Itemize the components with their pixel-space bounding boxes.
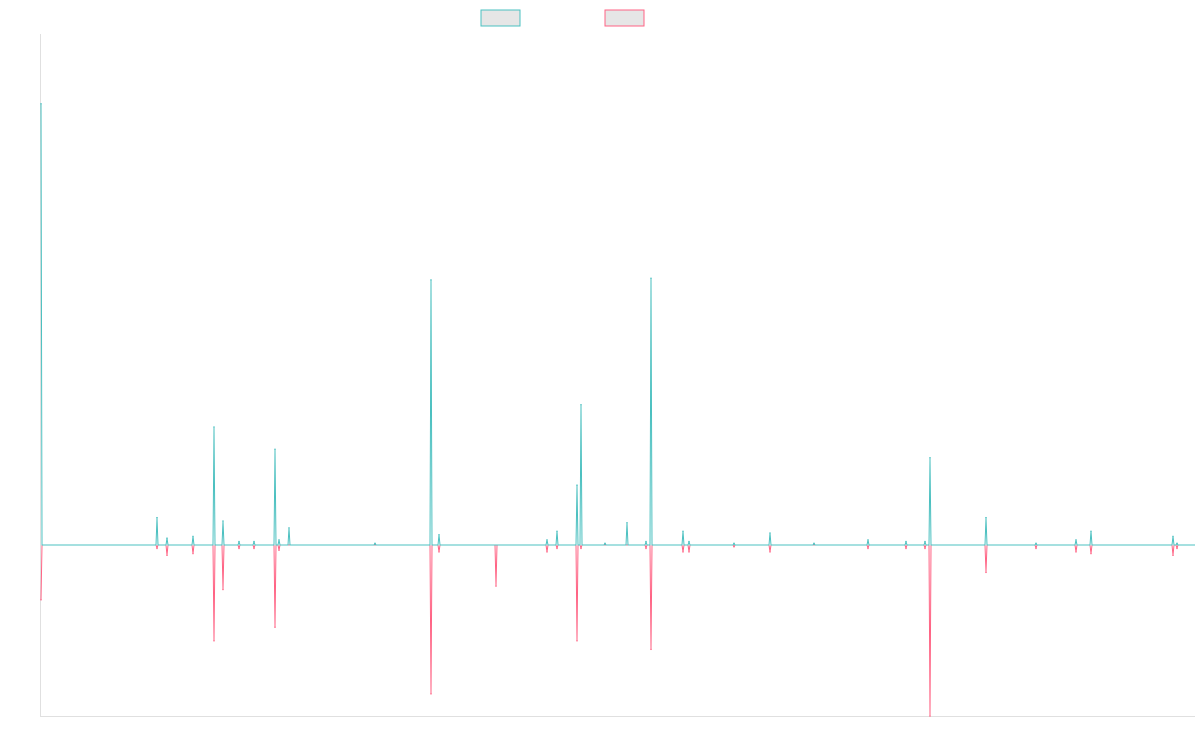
series-b-point[interactable]: [905, 547, 907, 550]
series-b-point[interactable]: [438, 551, 440, 553]
series-b-point[interactable]: [1176, 547, 1178, 550]
series-b-point[interactable]: [1035, 547, 1037, 550]
series-b-point[interactable]: [1075, 551, 1077, 553]
series-a-point[interactable]: [40, 103, 42, 105]
plot-area: [40, 103, 1195, 717]
series-a-point[interactable]: [733, 542, 735, 545]
series-a-point[interactable]: [905, 540, 907, 543]
series-a-point[interactable]: [929, 456, 931, 459]
series-b-point[interactable]: [1172, 554, 1174, 557]
series-b-point[interactable]: [192, 552, 194, 555]
series-b-point[interactable]: [924, 547, 926, 550]
series-b-point[interactable]: [495, 585, 497, 587]
series-a-point[interactable]: [274, 448, 276, 451]
series-b-point[interactable]: [278, 549, 280, 551]
series-a-point[interactable]: [867, 539, 869, 541]
series-b-point[interactable]: [682, 551, 684, 553]
series-a-point[interactable]: [430, 279, 432, 281]
series-a-point[interactable]: [1090, 530, 1092, 533]
series-a-line: [40, 103, 1195, 546]
series-b-point[interactable]: [40, 598, 42, 601]
series-b-line: [40, 544, 1195, 717]
series-b-point[interactable]: [985, 571, 987, 574]
series-b-point[interactable]: [546, 551, 548, 553]
series-a-point[interactable]: [556, 530, 558, 533]
series-a-point[interactable]: [156, 516, 158, 519]
series-a-point[interactable]: [924, 540, 926, 543]
series-a-point[interactable]: [238, 540, 240, 543]
series-b-point[interactable]: [430, 692, 432, 695]
series-a-point[interactable]: [1075, 539, 1077, 541]
series-a-point[interactable]: [1176, 542, 1178, 545]
series-b-point[interactable]: [556, 547, 558, 550]
series-a-point[interactable]: [278, 539, 280, 541]
series-b-point[interactable]: [733, 545, 735, 548]
series-b-point[interactable]: [274, 626, 276, 628]
series-b-point[interactable]: [580, 547, 582, 550]
series-a-point[interactable]: [222, 520, 224, 522]
series-a-point[interactable]: [374, 542, 376, 545]
series-a-point[interactable]: [1172, 535, 1174, 538]
series-b-point[interactable]: [929, 715, 931, 717]
legend-swatch-series-a[interactable]: [480, 9, 521, 27]
series-a-point[interactable]: [604, 542, 606, 545]
series-a-point[interactable]: [580, 403, 582, 406]
series-a-point[interactable]: [576, 484, 578, 486]
series-b-point[interactable]: [238, 547, 240, 550]
series-b-point[interactable]: [576, 639, 578, 642]
axes: [40, 34, 1195, 717]
series-b-point[interactable]: [650, 648, 652, 651]
series-b-point[interactable]: [688, 551, 690, 553]
legend-swatch-series-b[interactable]: [604, 9, 645, 27]
series-b-point[interactable]: [213, 639, 215, 642]
series-a-point[interactable]: [682, 530, 684, 533]
series-b-point[interactable]: [1090, 552, 1092, 555]
series-a-point[interactable]: [985, 516, 987, 519]
series-a-point[interactable]: [1035, 542, 1037, 545]
series-a-point[interactable]: [688, 540, 690, 543]
series-b-point[interactable]: [156, 547, 158, 550]
series-a-point[interactable]: [438, 533, 440, 536]
legend[interactable]: [480, 9, 645, 27]
series-a-point[interactable]: [166, 537, 168, 539]
series-a-point[interactable]: [192, 535, 194, 538]
series-a-point[interactable]: [213, 426, 215, 428]
series-b-point[interactable]: [253, 547, 255, 550]
series-a-point[interactable]: [253, 540, 255, 543]
series-a-point[interactable]: [769, 532, 771, 534]
series-a-point[interactable]: [546, 539, 548, 541]
series-a-point[interactable]: [645, 540, 647, 543]
series-a-point[interactable]: [813, 542, 815, 545]
series-a-point[interactable]: [288, 527, 290, 529]
series-b-point[interactable]: [222, 588, 224, 591]
series-b-point[interactable]: [166, 554, 168, 557]
series-b-point[interactable]: [769, 551, 771, 553]
series-b-point[interactable]: [867, 547, 869, 550]
series-b-point[interactable]: [645, 547, 647, 550]
series-a-point[interactable]: [650, 277, 652, 280]
series-a-point[interactable]: [626, 521, 628, 524]
